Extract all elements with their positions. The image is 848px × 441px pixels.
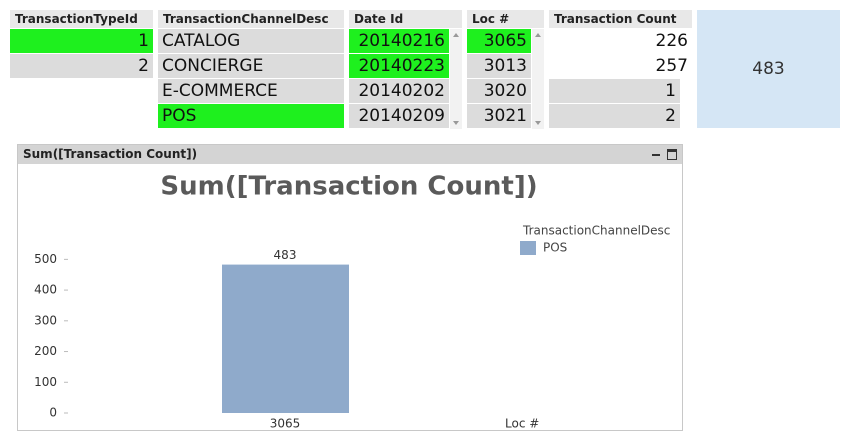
list-box: TransactionChannelDesc CATALOG CONCIERGE E-… <box>158 10 344 129</box>
window-title: Sum([Transaction Count]) <box>23 147 198 161</box>
list-box-title: TransactionChannelDesc <box>158 10 344 28</box>
scroll-arrows <box>535 33 541 125</box>
list-item[interactable]: 3020 <box>467 79 531 103</box>
scrollbar[interactable] <box>532 29 544 129</box>
list-item[interactable]: 226 <box>549 29 692 53</box>
list-box: Loc #3065 3013 3020 3021 <box>467 10 544 129</box>
list-item[interactable]: POS <box>158 104 344 128</box>
list-item[interactable]: 2 <box>10 54 153 78</box>
list-item[interactable]: 20140209 <box>349 104 449 128</box>
legend-label: POS <box>543 241 567 255</box>
kpi-box[interactable]: 483 <box>697 10 840 128</box>
chart-title: Sum([Transaction Count]) <box>160 172 537 202</box>
y-tick-label: 400 <box>34 283 57 297</box>
maximize-button[interactable] <box>667 149 677 160</box>
legend-swatch <box>520 241 536 255</box>
x-tick-label: 3065 <box>270 417 301 431</box>
chart: Sum([Transaction Count]) TransactionChan… <box>34 172 670 431</box>
list-item[interactable]: CONCIERGE <box>158 54 344 78</box>
kpi-value: 483 <box>752 59 785 79</box>
list-box-title: Loc # <box>467 10 544 28</box>
minimize-button[interactable] <box>652 154 660 156</box>
list-box: TransactionTypeId 1 2 <box>10 10 153 79</box>
x-axis-label: Loc # <box>505 417 539 431</box>
list-item[interactable]: 3021 <box>467 104 531 128</box>
list-item[interactable]: 20140223 <box>349 54 449 78</box>
list-item[interactable]: CATALOG <box>158 29 344 53</box>
scroll-arrows <box>453 33 459 125</box>
list-item[interactable]: 3065 <box>467 29 531 53</box>
scrollbar[interactable] <box>450 29 462 129</box>
legend-title: TransactionChannelDesc <box>522 224 670 238</box>
list-box-title: Date Id <box>349 10 462 28</box>
list-item[interactable]: 20140202 <box>349 79 449 103</box>
list-box: Transaction Count 226 257 1 2 <box>549 10 692 129</box>
y-tick-label: 300 <box>34 313 57 327</box>
list-box-title: Transaction Count <box>549 10 692 28</box>
bar <box>222 264 349 413</box>
value-label: 483 <box>274 248 297 262</box>
list-item[interactable]: 257 <box>549 54 692 78</box>
y-tick-label: 200 <box>34 344 57 358</box>
y-tick-label: 500 <box>34 252 57 266</box>
y-tick-label: 0 <box>49 406 57 420</box>
list-item[interactable]: E-COMMERCE <box>158 79 344 103</box>
chart-window: Sum([Transaction Count]) Sum([Transactio… <box>17 144 683 431</box>
list-item[interactable]: 20140216 <box>349 29 449 53</box>
list-item[interactable]: 3013 <box>467 54 531 78</box>
window-caption: Sum([Transaction Count]) <box>18 145 682 164</box>
list-item[interactable]: 1 <box>10 29 153 53</box>
list-box-title: TransactionTypeId <box>10 10 153 28</box>
list-item[interactable]: 2 <box>549 104 680 128</box>
y-tick-label: 100 <box>34 375 57 389</box>
list-item[interactable]: 1 <box>549 79 680 103</box>
list-box: Date Id 20140216 20140223 20140202 20140209 <box>349 10 462 129</box>
